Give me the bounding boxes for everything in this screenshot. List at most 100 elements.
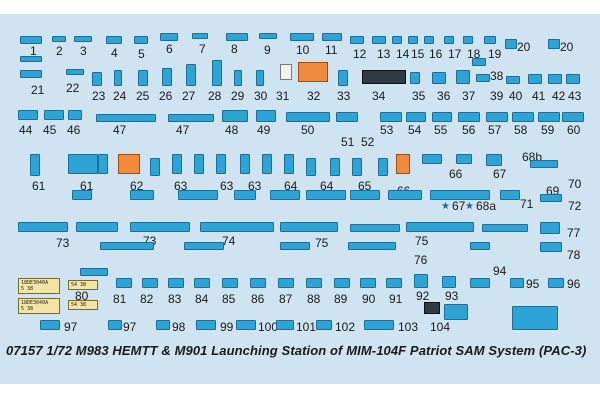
decal-shape [306,278,322,288]
decal-number-55: 55 [434,123,448,137]
decal-number-25: 25 [136,89,150,103]
license-plate-decal: 54 38 [68,300,98,310]
decal-shape [256,110,276,122]
decal-shape [236,320,256,330]
decal-shape [298,62,328,82]
decal-shape [98,154,108,174]
plate-text: 18DE3040A [21,280,49,286]
decal-number-27: 27 [182,89,196,103]
decal-shape [316,320,332,330]
decal-shape [222,110,248,122]
decal-shape [540,222,560,234]
decal-number-47: 47 [176,123,190,137]
decal-shape [424,36,434,44]
decal-shape [408,36,418,44]
decal-shape [372,36,386,44]
decal-number-64: 64 [320,179,334,193]
decal-number-101: 101 [296,320,317,334]
decal-shape [106,36,122,44]
decal-shape [116,278,132,288]
decal-shape [432,72,446,84]
decal-number-36: 36 [437,89,451,103]
decal-number-20: 20 [517,40,531,54]
decal-shape [108,320,122,330]
decal-shape [562,112,584,122]
plate-text: 54 38 [71,302,87,308]
decal-shape [548,74,562,84]
decal-number-42: 42 [552,89,566,103]
decal-shape [334,278,350,288]
decal-shape [458,112,480,122]
decal-number-51: 51 [341,135,355,149]
decal-shape [156,320,170,330]
decal-shape [482,224,528,232]
decal-shape [200,222,274,232]
decal-shape [286,112,330,122]
decal-number-67: 67 [493,167,507,181]
decal-number-40: 40 [509,89,523,103]
decal-shape [142,278,158,288]
decal-shape [456,70,470,84]
decal-shape [306,158,316,176]
decal-shape [348,242,396,250]
decal-number-93: 93 [445,289,459,303]
decal-shape [212,60,222,86]
decal-number-80: 80 [75,289,89,303]
decal-shape [68,154,98,174]
decal-number-83: 83 [168,292,182,306]
decal-shape [280,64,292,80]
decal-shape [444,304,468,320]
decal-shape [160,33,178,41]
decal-shape [406,112,426,122]
decal-number-86: 86 [251,292,265,306]
decal-shape [442,276,456,288]
decal-number-18: 18 [467,47,481,61]
decal-number-92: 92 [416,289,430,303]
decal-number-28: 28 [208,89,222,103]
decal-shape [196,320,216,330]
decal-shape [80,268,108,276]
decal-number-99: 99 [220,320,234,334]
decal-shape [130,190,154,200]
decal-number-49: 49 [257,123,271,137]
decal-shape [18,222,68,232]
decal-shape [486,112,508,122]
decal-shape [414,274,428,288]
decal-shape [484,36,496,44]
decal-shape [134,36,148,44]
decal-shape [510,278,524,288]
decal-number-30: 30 [254,89,268,103]
decal-shape [250,278,266,288]
decal-shape [566,74,580,84]
decal-number-95: 95 [526,277,540,291]
decal-shape [40,320,60,330]
decal-number-97: 97 [64,320,78,334]
decal-number-97: 97 [123,320,137,334]
decal-number-73: 73 [56,236,70,250]
decal-shape [20,36,42,44]
plate-text: 18DE3040A [21,300,49,306]
decal-shape [130,222,190,232]
decal-shape [72,190,92,200]
decal-shape [162,68,172,86]
decal-number-44: 44 [19,123,33,137]
decal-shape [548,278,564,288]
decal-shape [548,39,560,49]
decal-shape [392,36,402,44]
decal-number-67: 67 [452,199,466,213]
decal-number-23: 23 [92,89,106,103]
decal-shape [216,154,226,174]
decal-shape [234,190,256,200]
decal-number-91: 91 [389,292,403,306]
decal-shape [284,154,294,174]
star-icon: ★ [465,201,474,212]
decal-shape [322,33,342,41]
decal-number-34: 34 [372,89,386,103]
decal-number-61: 61 [32,179,46,193]
decal-number-56: 56 [462,123,476,137]
decal-number-81: 81 [113,292,127,306]
decal-shape [270,190,300,200]
decal-shape [262,154,272,174]
decal-number-87: 87 [279,292,293,306]
decal-shape [330,158,340,176]
